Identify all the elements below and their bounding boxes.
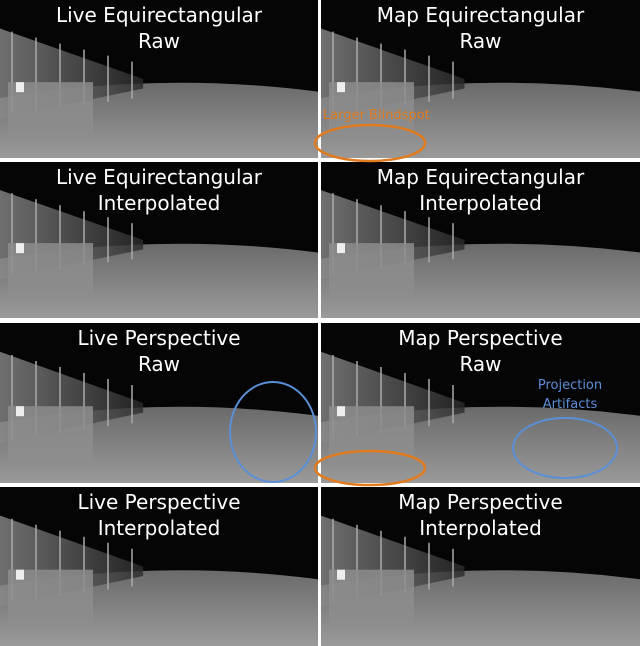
panel-title: Raw (138, 352, 180, 376)
panel-title: Map Equirectangular (377, 165, 585, 189)
panel-title: Map Equirectangular (377, 3, 585, 27)
artifact-ellipse (512, 417, 618, 479)
equipment-light (337, 243, 345, 254)
panel-title: Interpolated (419, 516, 542, 540)
panel-title: Live Perspective (77, 490, 240, 514)
blindspot-ellipse (313, 449, 427, 487)
panel-title: Interpolated (98, 516, 221, 540)
panel-title: Live Perspective (77, 326, 240, 350)
panel-title: Map Perspective (398, 490, 562, 514)
equipment-light (337, 82, 345, 93)
equipment-light (16, 82, 24, 93)
panel-title: Live Equirectangular (56, 3, 263, 27)
artifact-ellipse (229, 381, 317, 483)
panel-title: Raw (459, 29, 501, 53)
equipment-light (16, 243, 24, 254)
panel-title: Raw (459, 352, 501, 376)
equipment-light (337, 406, 345, 417)
panel-title: Raw (138, 29, 180, 53)
panel-title: Interpolated (419, 191, 542, 215)
equipment-light (16, 406, 24, 417)
panel-title: Live Equirectangular (56, 165, 263, 189)
equipment-light (337, 569, 345, 580)
blindspot-ellipse (313, 123, 427, 163)
artifacts-label: Artifacts (543, 397, 598, 412)
blindspot-label: Larger Blindspot (323, 108, 430, 123)
artifacts-label: Projection (538, 378, 602, 393)
equipment-light (16, 569, 24, 580)
panel-title: Map Perspective (398, 326, 562, 350)
panel-title: Interpolated (98, 191, 221, 215)
